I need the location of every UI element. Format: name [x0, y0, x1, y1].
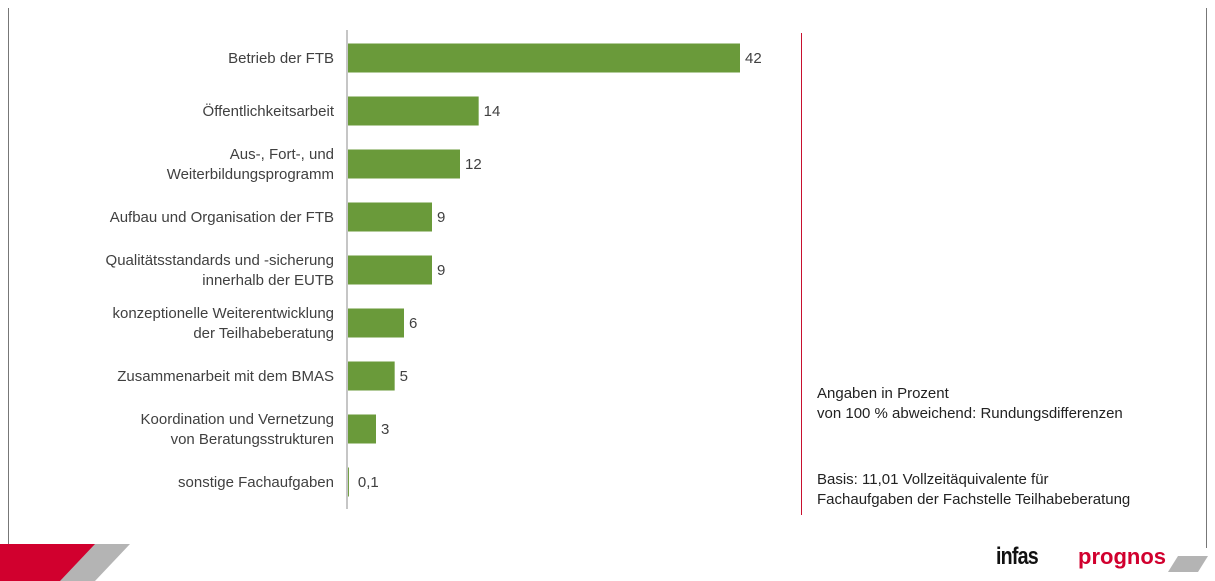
category-label: Koordination und Vernetzung [141, 411, 334, 428]
vertical-divider [801, 33, 802, 515]
unit-note-line-2: von 100 % abweichend: Rundungsdifferenze… [817, 405, 1123, 422]
brand-stripe-icon [0, 544, 130, 581]
category-label: Zusammenarbeit mit dem BMAS [117, 368, 334, 385]
basis-note-line-2: Fachaufgaben der Fachstelle Teilhabebera… [817, 491, 1131, 508]
bar [348, 308, 404, 338]
bar [348, 255, 432, 285]
prognos-logo: prognos [1078, 544, 1166, 569]
data-label: 5 [400, 368, 408, 385]
bar [348, 361, 395, 391]
bar [348, 96, 479, 126]
bar [348, 467, 349, 497]
category-label: der Teilhabeberatung [193, 325, 334, 342]
data-label: 0,1 [358, 474, 379, 491]
category-label: Betrieb der FTB [228, 50, 334, 67]
unit-note-line-1: Angaben in Prozent [817, 385, 949, 402]
frame-right-border [1206, 8, 1207, 548]
data-label: 9 [437, 209, 445, 226]
grey-stripe-shape [60, 544, 130, 581]
bar [348, 202, 432, 232]
data-label: 9 [437, 262, 445, 279]
basis-note: Basis: 11,01 Vollzeitäquivalente für Fac… [817, 470, 1130, 510]
category-label: Aus-, Fort-, und [230, 146, 334, 163]
frame-left-border [8, 8, 9, 548]
category-label: sonstige Fachaufgaben [178, 474, 334, 491]
data-label: 3 [381, 421, 389, 438]
bar [348, 43, 740, 73]
data-label: 12 [465, 156, 482, 173]
basis-note-line-1: Basis: 11,01 Vollzeitäquivalente für [817, 471, 1049, 488]
infas-logo: infas [996, 543, 1039, 570]
bar [348, 414, 376, 444]
unit-note: Angaben in Prozent von 100 % abweichend:… [817, 384, 1123, 424]
category-label: Aufbau und Organisation der FTB [110, 209, 334, 226]
category-label: von Beratungsstrukturen [171, 431, 334, 448]
data-label: 42 [745, 50, 762, 67]
data-label: 14 [484, 103, 501, 120]
category-label: Weiterbildungsprogramm [167, 166, 334, 183]
category-label: innerhalb der EUTB [202, 272, 334, 289]
bar [348, 149, 460, 179]
prognos-slash-icon [1168, 556, 1208, 572]
data-label: 6 [409, 315, 417, 332]
category-label: Qualitätsstandards und -sicherung [106, 252, 334, 269]
category-label: konzeptionelle Weiterentwicklung [112, 305, 334, 322]
category-label: Öffentlichkeitsarbeit [203, 102, 335, 120]
bar-chart: 42 Betrieb der FTB 14 Öffentlichkeitsarbeit… [106, 30, 762, 509]
